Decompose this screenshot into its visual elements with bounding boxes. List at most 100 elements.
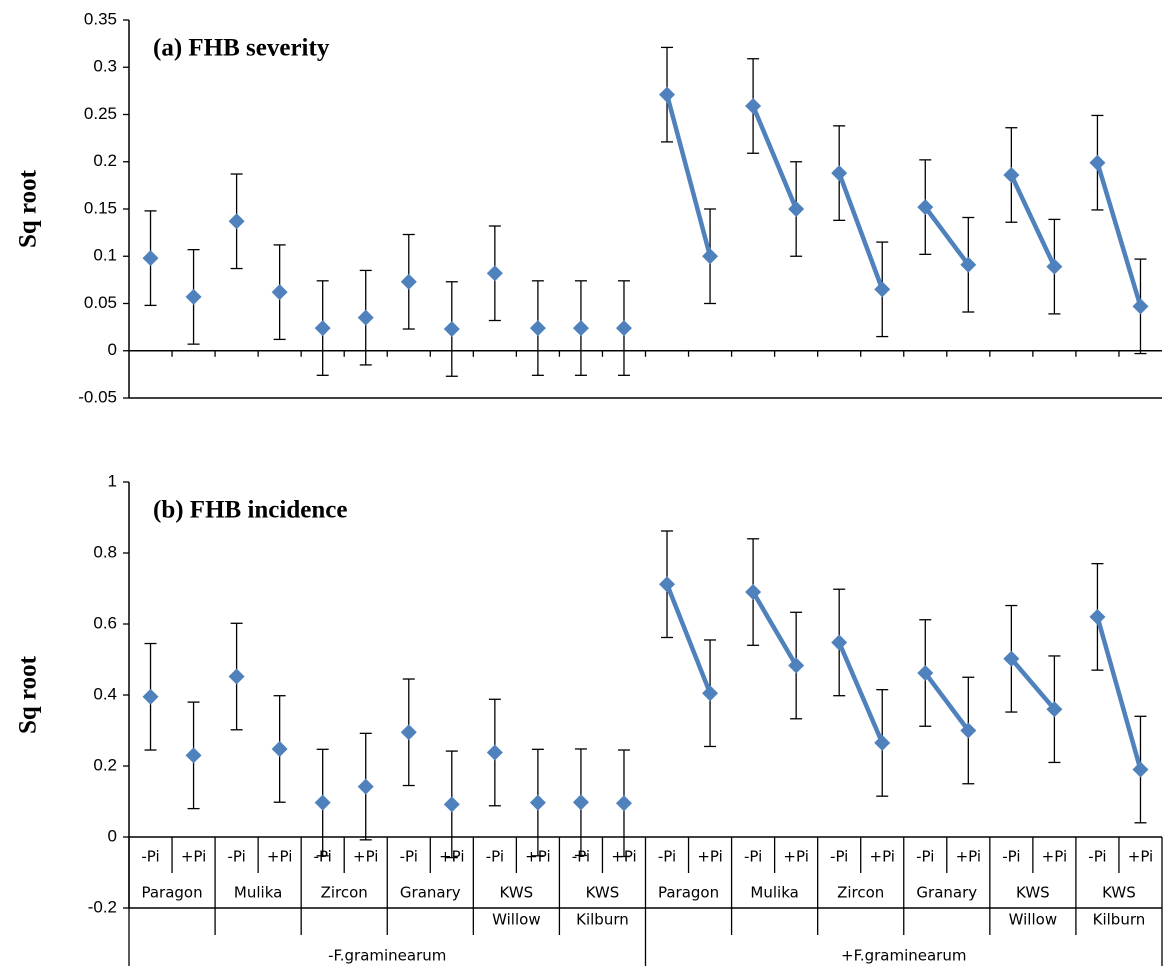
pair-line (1095, 162, 1143, 307)
marker (702, 248, 719, 265)
cultivar-label: Zircon (837, 884, 884, 902)
marker (142, 688, 159, 705)
marker (917, 199, 934, 216)
y-axis-label: Sq root (15, 169, 42, 248)
category-label: +Pi (697, 848, 722, 866)
pair-line (837, 641, 885, 744)
marker (1132, 761, 1149, 778)
cultivar-label: KWS (1102, 884, 1136, 902)
marker (1132, 298, 1149, 315)
marker (357, 309, 374, 326)
category-label: +Pi (181, 848, 206, 866)
marker (745, 97, 762, 114)
cultivar-label: Paragon (658, 884, 719, 902)
marker (486, 744, 503, 761)
marker (228, 668, 245, 685)
marker (400, 273, 417, 290)
pair-line (923, 671, 971, 732)
marker (1003, 166, 1020, 183)
category-label: +Pi (1042, 848, 1067, 866)
category-label: -Pi (830, 848, 848, 866)
marker (1003, 650, 1020, 667)
marker (271, 740, 288, 757)
marker (831, 634, 848, 651)
category-label: -Pi (744, 848, 762, 866)
cultivar-label: Willow (1009, 911, 1057, 929)
marker (874, 734, 891, 751)
marker (314, 794, 331, 811)
marker (228, 213, 245, 230)
category-label: -Pi (400, 848, 418, 866)
category-label: +Pi (267, 848, 292, 866)
marker (572, 794, 589, 811)
category-label: -Pi (314, 848, 332, 866)
marker (745, 584, 762, 601)
marker (400, 724, 417, 741)
cultivar-label: Kilburn (1093, 911, 1146, 929)
category-label: -Pi (227, 848, 245, 866)
y-tick-label: 0.8 (93, 542, 117, 561)
pair-line (664, 94, 713, 257)
y-tick-label: 0.6 (93, 613, 117, 632)
cultivar-label: KWS (500, 884, 534, 902)
y-tick-label: 0.25 (84, 104, 117, 123)
cultivar-label: Paragon (141, 884, 202, 902)
cultivar-label: Granary (916, 884, 977, 902)
y-tick-label: -0.05 (78, 387, 117, 406)
marker (185, 288, 202, 305)
pair-line (751, 590, 799, 667)
category-label: -Pi (1002, 848, 1020, 866)
marker (788, 201, 805, 217)
marker (443, 321, 460, 338)
cultivar-label: Mulika (234, 884, 282, 902)
category-label: +Pi (353, 848, 378, 866)
y-tick-label: 0.35 (84, 9, 117, 28)
category-label: -Pi (572, 848, 590, 866)
category-label: +Pi (783, 848, 808, 866)
cultivar-label: KWS (1016, 884, 1050, 902)
chart-title: (a) FHB severity (153, 35, 330, 62)
category-label: +Pi (525, 848, 550, 866)
marker (615, 320, 632, 337)
cultivar-label: Kilburn (576, 911, 629, 929)
category-label: +Pi (439, 848, 464, 866)
marker (357, 778, 374, 795)
marker (271, 284, 288, 301)
treatment-label: +F.graminearum (841, 947, 966, 965)
category-label: +Pi (956, 848, 981, 866)
chart-title: (b) FHB incidence (153, 497, 347, 524)
category-label: +Pi (611, 848, 636, 866)
marker (615, 795, 632, 812)
marker (486, 265, 503, 282)
marker (917, 664, 934, 681)
y-tick-label: 0.05 (84, 293, 117, 312)
marker (659, 576, 676, 593)
marker (443, 796, 460, 813)
y-tick-label: 0.2 (93, 151, 117, 170)
treatment-label: -F.graminearum (328, 947, 446, 965)
marker (874, 281, 891, 298)
marker (831, 165, 848, 182)
marker (1089, 154, 1106, 171)
y-tick-label: -0.2 (88, 897, 117, 916)
category-label: -Pi (1088, 848, 1106, 866)
pair-line (923, 205, 971, 267)
pair-line (1009, 657, 1057, 711)
marker (185, 747, 202, 764)
category-label: -Pi (916, 848, 934, 866)
pair-line (1095, 616, 1143, 771)
y-tick-label: 0.1 (93, 246, 117, 265)
marker (1089, 608, 1106, 625)
cultivar-label: Mulika (750, 884, 798, 902)
marker (1046, 701, 1063, 718)
y-tick-label: 0.4 (93, 684, 117, 703)
category-label: +Pi (1128, 848, 1153, 866)
pair-line (751, 105, 799, 210)
category-label: -Pi (141, 848, 159, 866)
pair-line (1009, 174, 1057, 268)
marker (659, 86, 676, 103)
marker (960, 256, 977, 273)
cultivar-label: KWS (586, 884, 620, 902)
marker (788, 657, 805, 674)
y-tick-label: 1 (108, 471, 117, 490)
